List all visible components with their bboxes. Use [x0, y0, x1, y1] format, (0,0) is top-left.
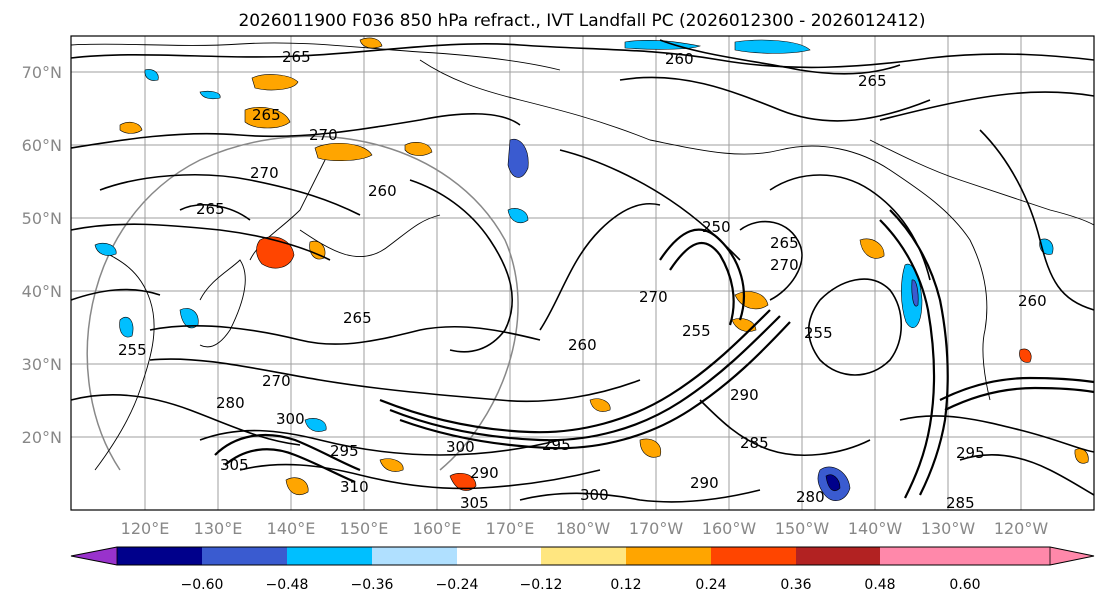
contour-label: 250: [702, 218, 731, 236]
lon-label: 130°W: [921, 519, 976, 538]
contour-label: 265: [858, 72, 887, 90]
lon-label: 140°E: [267, 519, 316, 538]
contour-label: 255: [118, 341, 147, 359]
colorbar-tick: 0.12: [610, 577, 641, 593]
contour-label: 290: [690, 474, 719, 492]
lat-label: 50°N: [22, 209, 62, 228]
lon-label: 160°E: [413, 519, 462, 538]
contour-label: 285: [740, 434, 769, 452]
colorbar-tick: 0.60: [949, 577, 980, 593]
range-circle: [86, 135, 519, 471]
contour-label: 260: [568, 336, 597, 354]
contour-label: 270: [309, 126, 338, 144]
contour-label: 280: [216, 394, 245, 412]
lat-label: 40°N: [22, 282, 62, 301]
colorbar-segment: [880, 547, 1094, 565]
contour-label: 270: [770, 256, 799, 274]
lat-label: 20°N: [22, 428, 62, 447]
colorbar-segment: [372, 547, 457, 565]
contour-label: 265: [196, 200, 225, 218]
contour-label: 310: [340, 478, 369, 496]
latitude-labels: 70°N 60°N 50°N 40°N 30°N 20°N: [22, 63, 62, 447]
lon-label: 120°W: [994, 519, 1049, 538]
contour-label: 270: [262, 372, 291, 390]
contour-label: 295: [542, 436, 571, 454]
colorbar: −0.60 −0.48 −0.36 −0.24 −0.12 0.12 0.24 …: [70, 546, 1095, 593]
map-panel: [70, 35, 1095, 511]
contour-label: 280: [796, 488, 825, 506]
lon-label: 150°W: [775, 519, 830, 538]
contour-label: 295: [956, 444, 985, 462]
lon-label: 130°E: [194, 519, 243, 538]
colorbar-tick: 0.36: [780, 577, 811, 593]
contour-label: 265: [343, 309, 372, 327]
contour-label: 300: [580, 486, 609, 504]
contour-label: 285: [946, 494, 975, 512]
colorbar-segment: [287, 547, 372, 565]
lon-label: 120°E: [121, 519, 170, 538]
contour-labels: 265 260 265 265 270 270 265 260 265 255 …: [118, 48, 1047, 512]
contour-label: 305: [460, 494, 489, 512]
colorbar-tick: −0.24: [436, 577, 479, 593]
colorbar-tick: −0.12: [520, 577, 563, 593]
colorbar-tick: −0.36: [351, 577, 394, 593]
colorbar-tick: −0.48: [266, 577, 309, 593]
lon-label: 170°W: [629, 519, 684, 538]
refractivity-shading: [94, 37, 1089, 501]
lon-label: 150°E: [340, 519, 389, 538]
lon-label: 140°W: [848, 519, 903, 538]
contour-label: 265: [770, 234, 799, 252]
contour-label: 265: [252, 106, 281, 124]
lat-label: 70°N: [22, 63, 62, 82]
colorbar-segment: [117, 547, 202, 565]
contour-label: 300: [446, 438, 475, 456]
lon-label: 170°E: [486, 519, 535, 538]
colorbar-tick: 0.24: [695, 577, 726, 593]
lon-label: 180°W: [556, 519, 611, 538]
map-title: 2026011900 F036 850 hPa refract., IVT La…: [238, 11, 925, 31]
contour-label: 260: [665, 50, 694, 68]
contour-label: 295: [330, 442, 359, 460]
colorbar-segment: [796, 547, 880, 565]
contour-label: 270: [639, 288, 668, 306]
colorbar-tick: 0.48: [864, 577, 895, 593]
contour-label: 260: [1018, 292, 1047, 310]
contour-label: 255: [682, 322, 711, 340]
contour-label: 260: [368, 182, 397, 200]
colorbar-segment: [457, 547, 541, 565]
lon-label: 160°W: [702, 519, 757, 538]
lat-label: 60°N: [22, 136, 62, 155]
colorbar-tick: −0.60: [181, 577, 224, 593]
longitude-labels: 120°E 130°E 140°E 150°E 160°E 170°E 180°…: [121, 519, 1049, 538]
colorbar-segment: [626, 547, 711, 565]
contour-label: 300: [276, 410, 305, 428]
coastlines: [70, 42, 1095, 471]
colorbar-segment: [71, 547, 117, 565]
colorbar-segment: [202, 547, 287, 565]
colorbar-segment: [711, 547, 796, 565]
ivt-contours: [214, 209, 1095, 499]
colorbar-segment: [541, 547, 626, 565]
contour-label: 255: [804, 324, 833, 342]
lat-label: 30°N: [22, 355, 62, 374]
contour-label: 290: [730, 386, 759, 404]
contour-label: 305: [220, 456, 249, 474]
contour-label: 270: [250, 164, 279, 182]
contour-label: 265: [282, 48, 311, 66]
contour-label: 290: [470, 464, 499, 482]
